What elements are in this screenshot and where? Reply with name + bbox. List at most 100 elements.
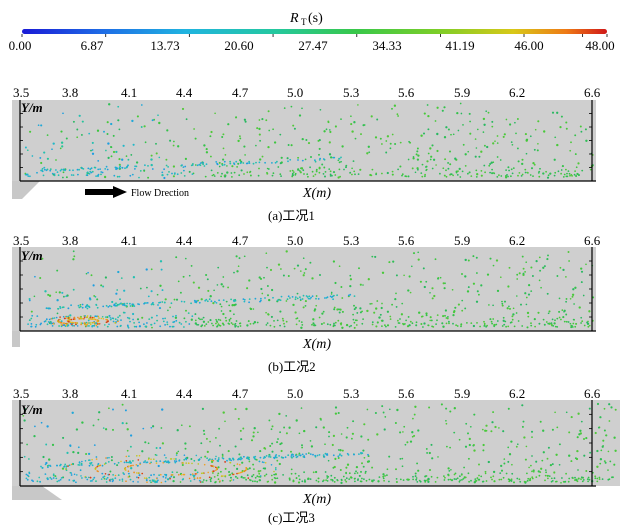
particle — [69, 314, 72, 317]
particle — [315, 426, 318, 429]
particle — [229, 317, 232, 320]
particle — [402, 479, 405, 481]
particle — [470, 479, 472, 482]
particle — [517, 160, 520, 163]
particle — [571, 326, 574, 328]
particle — [248, 458, 250, 461]
particle — [419, 280, 422, 283]
particle — [346, 463, 350, 466]
particle — [340, 286, 343, 288]
particle — [176, 471, 178, 474]
particle — [212, 465, 215, 468]
particle — [294, 172, 297, 175]
particle — [353, 170, 356, 173]
particle — [110, 155, 113, 158]
xtick-label: 6.2 — [509, 85, 525, 100]
particle — [563, 173, 566, 176]
particle — [89, 315, 92, 317]
particle — [104, 324, 106, 326]
particle — [173, 320, 176, 323]
particle — [510, 440, 513, 443]
particle — [149, 479, 151, 482]
particle — [275, 454, 278, 456]
particle — [143, 169, 146, 172]
particle — [78, 168, 80, 171]
particle — [315, 297, 317, 300]
particle — [547, 174, 550, 177]
particle — [106, 476, 109, 479]
particle — [544, 479, 546, 482]
particle — [91, 170, 94, 173]
particle — [314, 470, 318, 474]
particle — [515, 312, 518, 314]
particle — [210, 169, 213, 172]
particle — [570, 416, 573, 419]
particle — [64, 317, 66, 320]
particle — [68, 169, 71, 172]
particle — [139, 287, 142, 290]
particle — [493, 480, 496, 483]
particle — [177, 145, 180, 148]
particle — [482, 131, 485, 133]
particle — [93, 321, 95, 324]
particle — [318, 159, 321, 161]
particle — [572, 477, 574, 479]
particle — [260, 297, 262, 300]
particle — [292, 455, 295, 458]
particle — [92, 284, 95, 287]
particle — [580, 130, 583, 133]
particle — [435, 323, 437, 325]
particle — [389, 142, 392, 145]
particle — [473, 413, 476, 416]
particle — [63, 465, 65, 468]
particle — [334, 125, 337, 128]
particle — [60, 477, 63, 479]
particle — [288, 477, 291, 480]
particle — [136, 464, 139, 467]
particle — [179, 291, 182, 294]
particle — [136, 476, 138, 479]
particle — [125, 422, 128, 425]
particle — [559, 266, 562, 269]
particle — [176, 429, 179, 432]
particle — [314, 324, 317, 327]
particle — [90, 149, 92, 152]
particle — [223, 160, 226, 163]
particle — [125, 155, 128, 157]
particle — [155, 447, 158, 449]
particle — [412, 252, 416, 255]
particle — [301, 137, 304, 141]
particle — [110, 478, 112, 481]
particle — [91, 321, 94, 324]
particle — [512, 313, 515, 316]
particle — [61, 467, 65, 470]
particle — [490, 161, 493, 164]
particle — [315, 170, 318, 172]
particle — [502, 430, 505, 433]
particle — [574, 153, 577, 156]
particle — [122, 472, 125, 474]
particle — [81, 306, 84, 309]
particle — [24, 408, 27, 411]
particle — [565, 276, 567, 278]
particle — [227, 450, 230, 453]
particle — [227, 286, 230, 289]
particle — [354, 306, 357, 309]
particle — [158, 474, 161, 477]
particle — [459, 176, 462, 178]
particle — [91, 464, 94, 467]
particle — [286, 298, 289, 301]
particle — [141, 472, 144, 475]
particle — [222, 147, 225, 150]
particle — [570, 460, 573, 463]
particle — [70, 304, 72, 307]
particle — [26, 173, 29, 176]
particle — [316, 454, 319, 457]
particle — [338, 168, 341, 171]
particle — [65, 315, 68, 318]
particle — [258, 460, 261, 463]
particle — [233, 313, 235, 316]
particle — [307, 175, 309, 178]
particle — [258, 133, 261, 136]
particle — [298, 432, 301, 435]
